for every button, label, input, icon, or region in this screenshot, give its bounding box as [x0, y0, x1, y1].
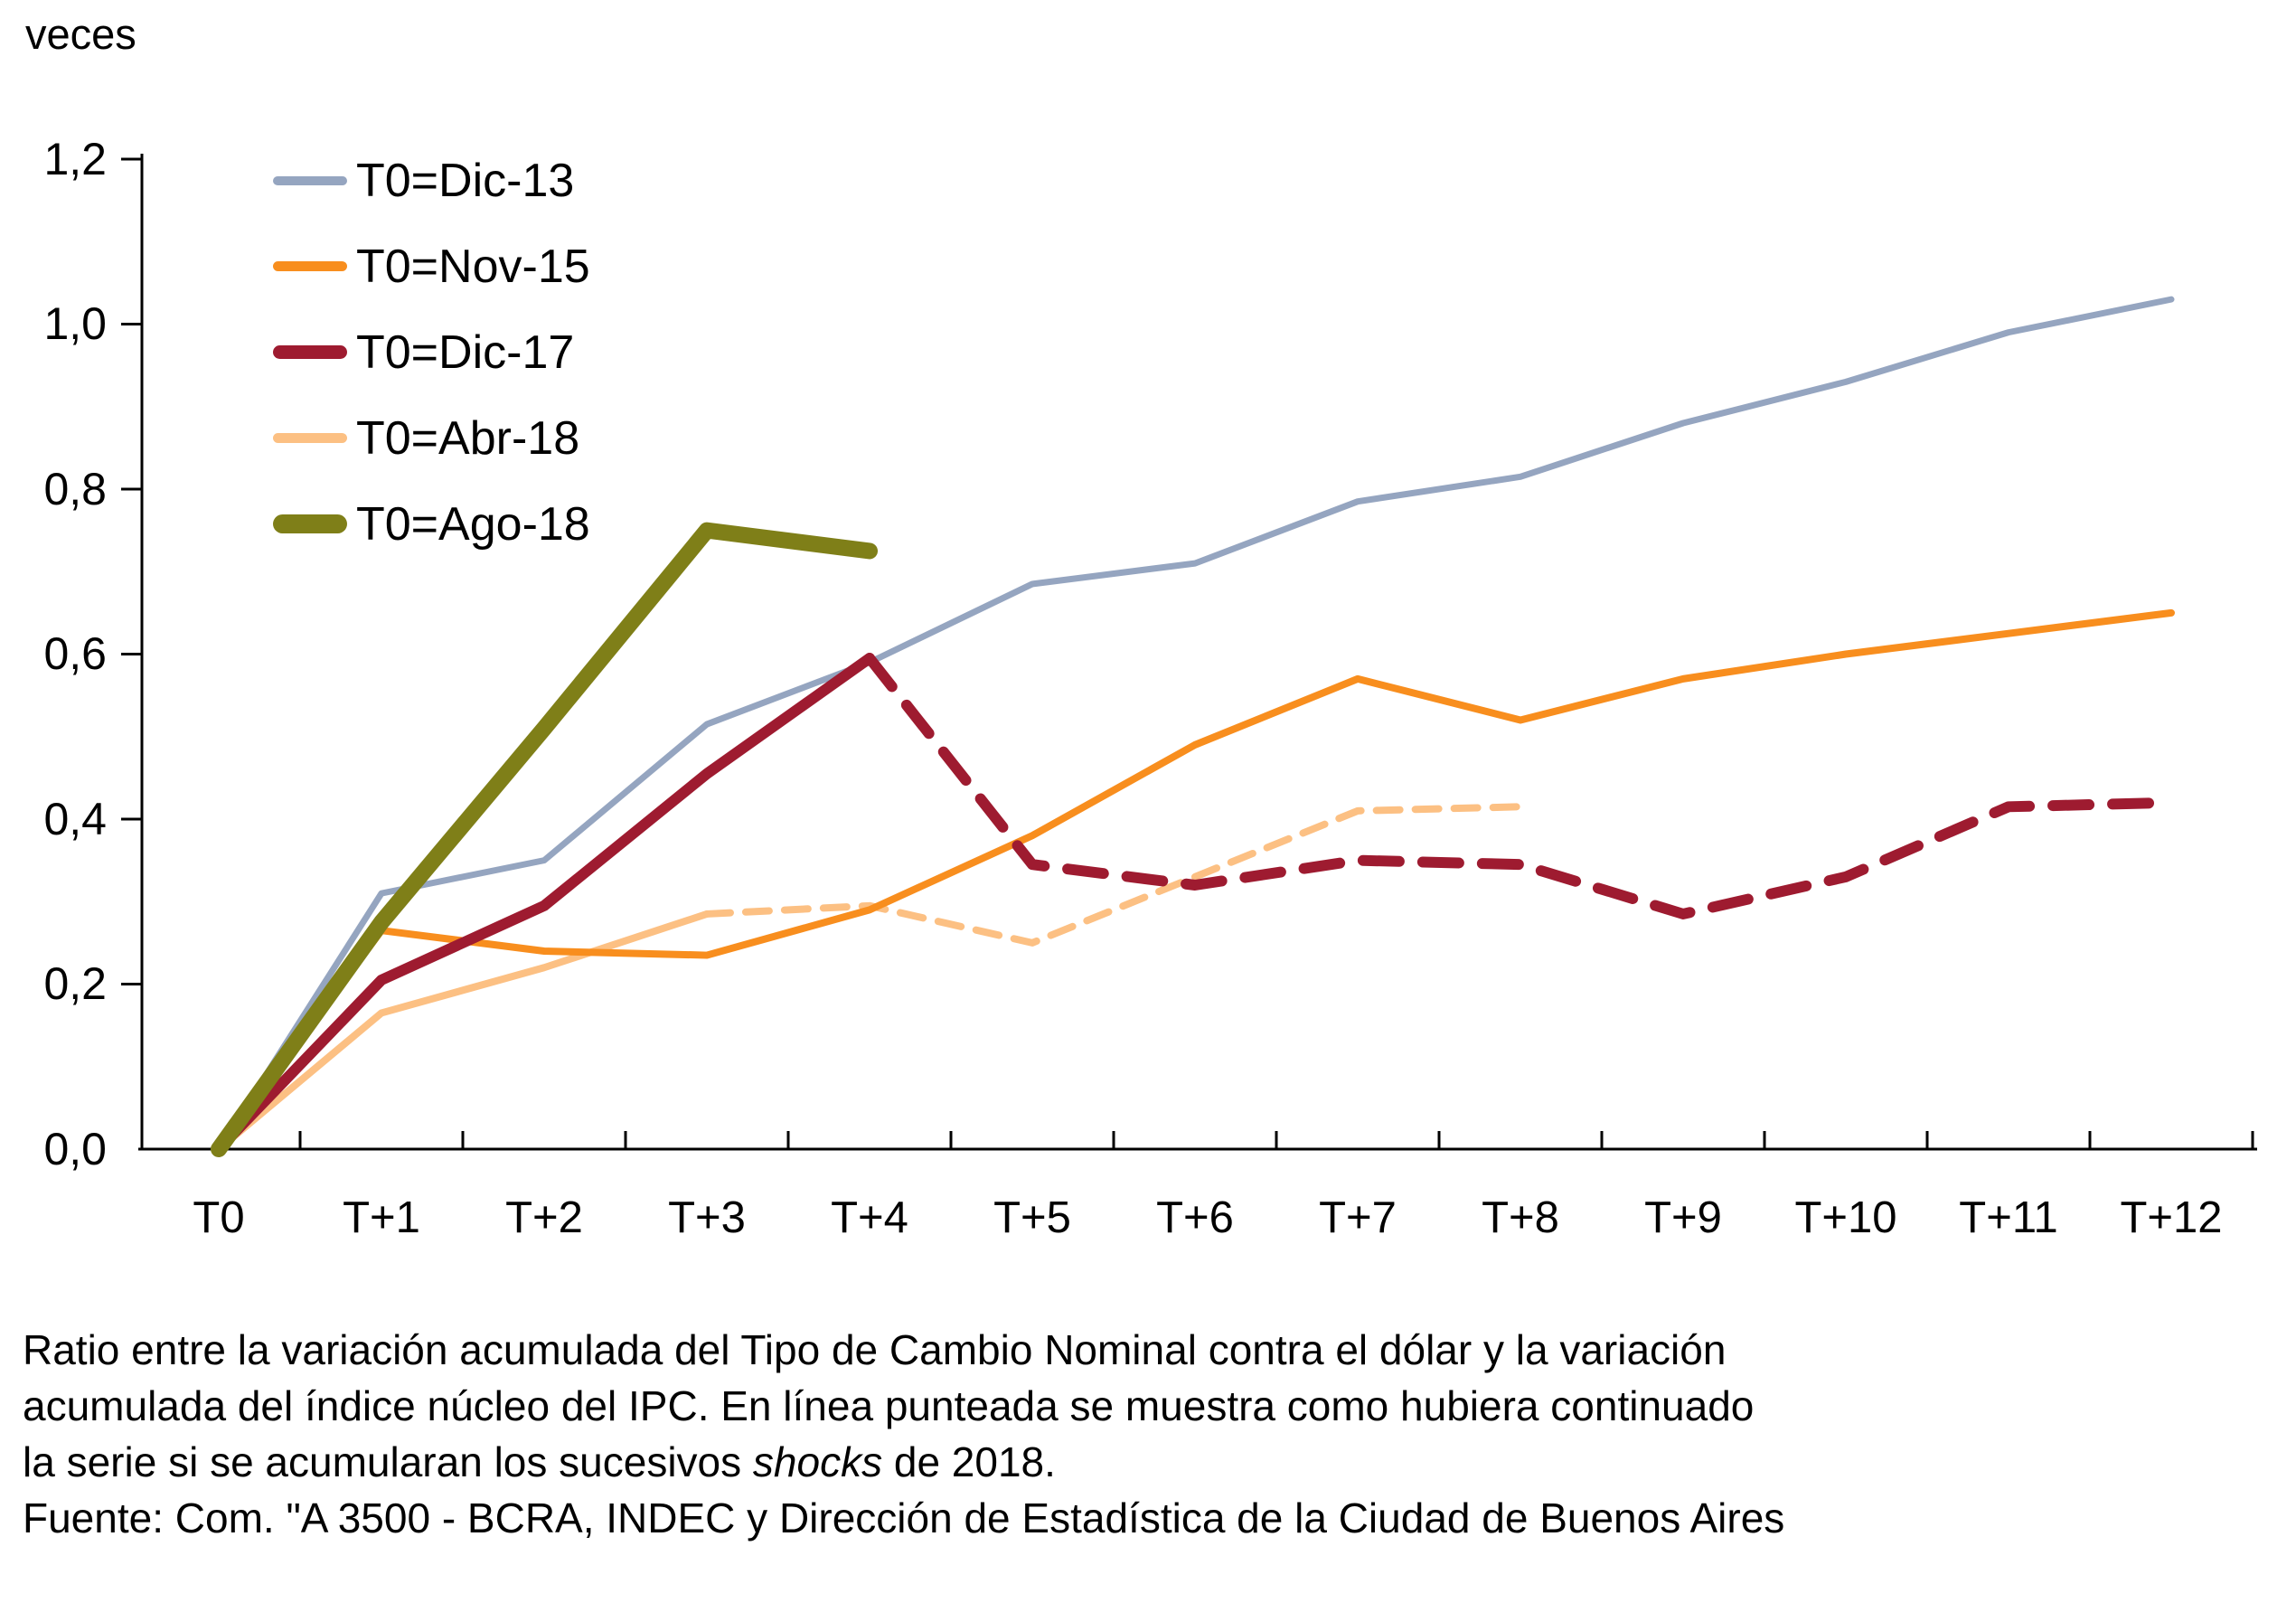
- figure-caption: Ratio entre la variación acumulada del T…: [23, 1322, 2282, 1546]
- x-axis-tick-label: T+4: [831, 1193, 908, 1242]
- y-axis-tick-label: 0,0: [43, 1124, 107, 1174]
- caption-line: Ratio entre la variación acumulada del T…: [23, 1326, 1727, 1373]
- series-line-t0-dic-13: [215, 296, 2175, 1153]
- series-line-t0-dic-17: [864, 653, 2177, 919]
- x-axis-tick-label: T+9: [1644, 1193, 1722, 1242]
- legend-swatch-nov15: [273, 261, 347, 271]
- x-axis-tick-label: T+5: [993, 1193, 1071, 1242]
- legend-swatch-abr18: [273, 433, 347, 443]
- y-axis-unit-label: veces: [25, 10, 136, 58]
- legend-item-dic17: T0=Dic-17: [273, 309, 590, 395]
- y-axis-tick-label: 0,2: [43, 958, 107, 1009]
- legend-item-abr18: T0=Abr-18: [273, 395, 590, 481]
- x-axis-tick-label: T+7: [1319, 1193, 1397, 1242]
- legend-item-nov15: T0=Nov-15: [273, 223, 590, 309]
- legend-swatch-ago18: [273, 514, 347, 533]
- legend-label-dic13: T0=Dic-13: [356, 154, 575, 207]
- x-axis-tick-label: T+3: [668, 1193, 746, 1242]
- x-axis-tick-label: T+12: [2120, 1193, 2223, 1242]
- legend-swatch-dic17: [273, 345, 347, 359]
- x-axis-tick-label: T+2: [505, 1193, 583, 1242]
- legend-label-ago18: T0=Ago-18: [356, 497, 590, 551]
- y-axis-tick-label: 0,6: [43, 628, 107, 679]
- series-line-t0-abr-18: [703, 803, 1524, 947]
- legend-label-dic17: T0=Dic-17: [356, 325, 575, 379]
- legend-label-nov15: T0=Nov-15: [356, 240, 590, 293]
- y-axis-tick-label: 0,8: [43, 464, 107, 514]
- caption-line: acumulada del índice núcleo del IPC. En …: [23, 1382, 1755, 1429]
- y-axis-tick-label: 1,0: [43, 298, 107, 349]
- legend-swatch-dic13: [273, 175, 347, 185]
- series-line-t0-abr-18: [215, 910, 710, 1153]
- x-axis-tick-label: T0: [193, 1193, 245, 1242]
- x-axis-tick-label: T+1: [343, 1193, 420, 1242]
- legend-item-dic13: T0=Dic-13: [273, 137, 590, 223]
- x-axis-tick-label: T+11: [1959, 1193, 2058, 1242]
- x-axis-tick-label: T+8: [1482, 1193, 1559, 1242]
- series-line-t0-ago-18: [211, 522, 878, 1157]
- y-axis-tick-label: 1,2: [43, 134, 107, 184]
- caption-line: la serie si se acumularan los sucesivos …: [23, 1438, 1056, 1485]
- y-axis-tick-label: 0,4: [43, 794, 107, 844]
- series-line-t0-dic-17: [213, 653, 875, 1155]
- chart-legend: T0=Dic-13 T0=Nov-15 T0=Dic-17 T0=Abr-18 …: [273, 137, 590, 567]
- x-axis-tick-label: T+10: [1794, 1193, 1897, 1242]
- legend-item-ago18: T0=Ago-18: [273, 481, 590, 567]
- source-note: Fuente: Com. "A 3500 - BCRA, INDEC y Dir…: [23, 1494, 1785, 1541]
- legend-label-abr18: T0=Abr-18: [356, 411, 580, 465]
- series-line-t0-nov-15: [215, 608, 2175, 1153]
- x-axis-tick-label: T+6: [1156, 1193, 1234, 1242]
